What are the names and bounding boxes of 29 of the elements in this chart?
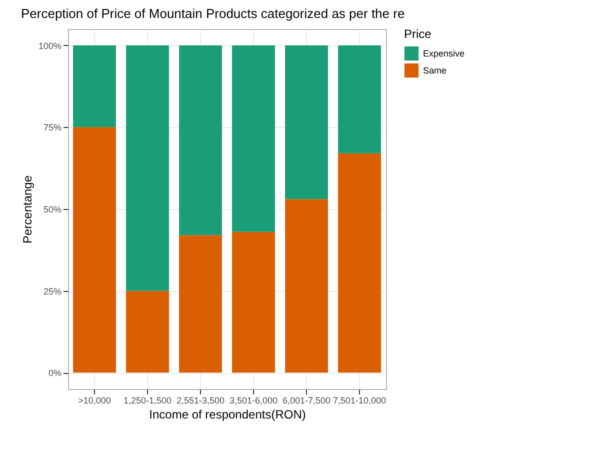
x-tick-label: 1,250-1,500 (123, 396, 172, 406)
bar (73, 45, 116, 128)
x-tick-label: >10,000 (78, 396, 111, 406)
y-tick-label: 25% (43, 286, 62, 296)
y-tick-label: 50% (43, 204, 62, 214)
y-tick-label: 100% (38, 40, 62, 51)
bar (73, 127, 116, 373)
legend-title: Price (404, 27, 432, 41)
x-tick-label: 7,501-10,000 (332, 396, 386, 406)
legend-label: Same (423, 66, 447, 76)
bar (126, 45, 169, 291)
bar (232, 232, 275, 373)
y-axis-title: Percentange (20, 175, 34, 244)
bar (338, 45, 381, 154)
x-axis-title: Income of respondents(RON) (149, 408, 306, 422)
bar (179, 45, 222, 236)
bar (338, 153, 381, 373)
legend-label: Expensive (423, 48, 465, 58)
bar (126, 290, 169, 373)
bar (285, 45, 328, 200)
x-tick-label: 2,551-3,500 (176, 396, 225, 406)
bar (179, 235, 222, 373)
chart-title: Perception of Price of Mountain Products categorized as per the re (20, 6, 405, 21)
y-tick-label: 0% (48, 368, 62, 378)
x-tick-label: 6,001-7,500 (282, 396, 331, 406)
y-tick-label: 75% (43, 122, 62, 133)
x-tick-label: 3,501-6,000 (229, 396, 278, 406)
bar (285, 199, 328, 373)
bar (232, 45, 275, 232)
